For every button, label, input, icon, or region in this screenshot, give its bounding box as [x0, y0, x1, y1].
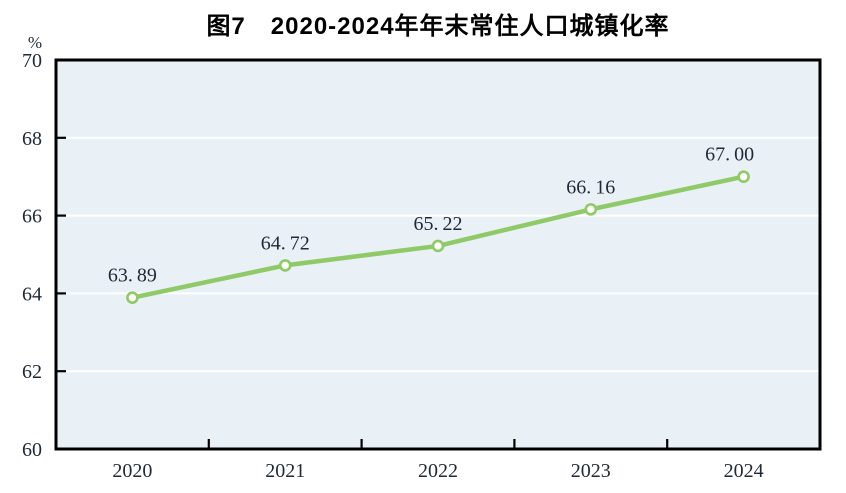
y-axis-unit-label: %: [28, 33, 42, 52]
y-axis-label: 62: [22, 361, 42, 383]
plot-border: [54, 58, 822, 451]
data-point-marker: [584, 203, 598, 216]
data-point-marker: [278, 259, 292, 272]
x-axis-label: 2024: [724, 460, 764, 482]
y-axis-label: 64: [22, 283, 42, 305]
data-point-label: 67. 00: [705, 144, 754, 166]
data-point-label: 64. 72: [261, 232, 310, 254]
data-point-label: 66. 16: [566, 176, 615, 198]
x-axis-label: 2020: [112, 460, 152, 482]
plot-background: [56, 60, 820, 449]
data-point-label: 65. 22: [413, 213, 462, 235]
x-axis-label: 2021: [265, 460, 305, 482]
data-point-marker: [126, 291, 139, 304]
y-axis-label: 66: [22, 206, 42, 228]
data-point-marker: [737, 170, 750, 183]
y-axis-label: 68: [22, 128, 42, 150]
data-point-label: 63. 89: [108, 265, 157, 287]
x-axis-label: 2023: [571, 460, 611, 482]
x-axis-label: 2022: [418, 460, 458, 482]
data-point-marker: [431, 239, 445, 253]
chart-title: 图7 2020-2024年年末常住人口城镇化率: [206, 13, 670, 40]
y-axis-label: 60: [22, 439, 42, 461]
y-axis-label: 70: [22, 50, 42, 72]
